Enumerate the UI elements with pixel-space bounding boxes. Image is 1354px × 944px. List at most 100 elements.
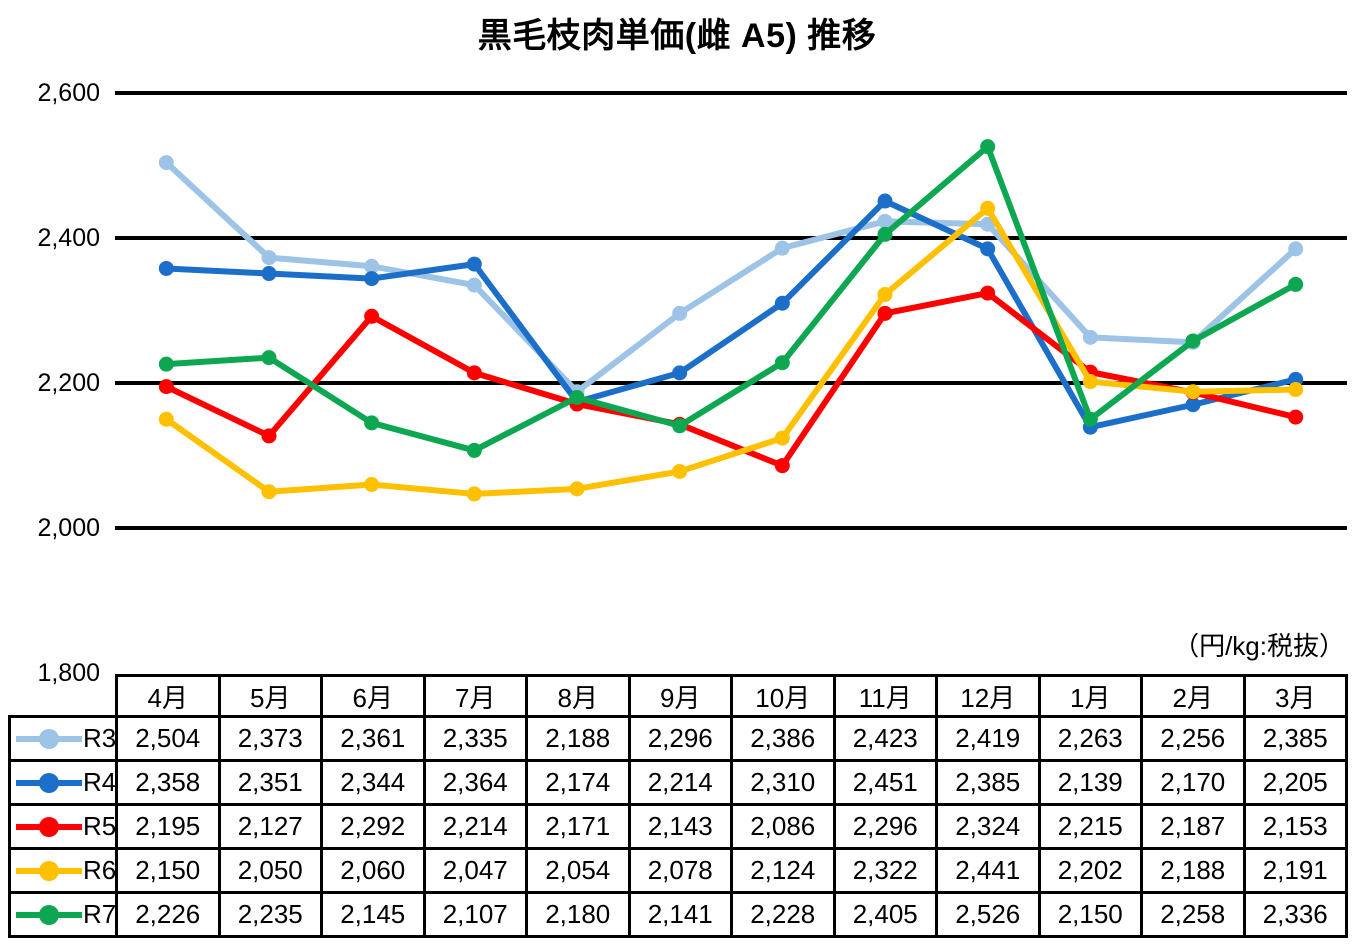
value-cell-R4: 2,174 — [525, 759, 631, 806]
value-cell-R4: 2,344 — [320, 759, 426, 806]
value-cell-R4: 2,310 — [730, 759, 836, 806]
data-point-R4 — [1185, 397, 1201, 413]
data-point-R5 — [1288, 409, 1304, 425]
column-header-month: 2月 — [1140, 674, 1246, 718]
value-cell-R3: 2,419 — [935, 715, 1041, 762]
column-header-month: 1月 — [1037, 674, 1143, 718]
value-cell-R7: 2,526 — [935, 891, 1041, 938]
data-point-R6 — [672, 463, 688, 479]
column-header-month: 6月 — [320, 674, 426, 718]
y-axis-label: 2,000 — [37, 514, 100, 542]
legend-cell-R6: R6 — [8, 847, 118, 894]
value-cell-R5: 2,324 — [935, 803, 1041, 850]
column-header-month: 9月 — [627, 674, 733, 718]
table-row-R7: R7 2,226 2,235 2,145 2,107 2,180 2,141 2,228 2,4… — [8, 891, 1348, 938]
data-table: 4月 5月 6月 7月 8月 9月 10月 11月 12月 1月 2月 3月 R3 2,504 2,373… — [8, 674, 1348, 938]
data-point-R7 — [1288, 276, 1304, 292]
value-cell-R3: 2,386 — [730, 715, 836, 762]
column-header-month: 5月 — [217, 674, 323, 718]
value-cell-R6: 2,047 — [422, 847, 528, 894]
value-cell-R3: 2,188 — [525, 715, 631, 762]
data-point-R6 — [158, 411, 174, 427]
column-header-month: 8月 — [525, 674, 631, 718]
value-cell-R6: 2,202 — [1037, 847, 1143, 894]
value-cell-R7: 2,145 — [320, 891, 426, 938]
value-cell-R7: 2,107 — [422, 891, 528, 938]
table-corner-cell — [10, 676, 117, 717]
series-name-label: R3 — [83, 723, 117, 753]
line-chart — [115, 91, 1347, 530]
value-cell-R4: 2,205 — [1242, 759, 1348, 806]
table-row-R3: R3 2,504 2,373 2,361 2,335 2,188 2,296 2,386 2,4… — [8, 715, 1348, 762]
value-cell-R6: 2,078 — [627, 847, 733, 894]
data-point-R6 — [261, 484, 277, 500]
value-cell-R5: 2,171 — [525, 803, 631, 850]
y-axis-label: 1,800 — [37, 659, 100, 687]
value-cell-R6: 2,188 — [1140, 847, 1246, 894]
chart-title: 黒毛枝肉単価(雌 A5) 推移 — [477, 17, 877, 55]
column-header-month: 10月 — [730, 674, 836, 718]
value-cell-R7: 2,141 — [627, 891, 733, 938]
value-cell-R7: 2,226 — [115, 891, 221, 938]
value-cell-R6: 2,150 — [115, 847, 221, 894]
value-cell-R3: 2,256 — [1140, 715, 1246, 762]
data-point-R6 — [1082, 374, 1098, 390]
value-cell-R3: 2,263 — [1037, 715, 1143, 762]
series-line-R4 — [163, 198, 1299, 431]
value-cell-R5: 2,086 — [730, 803, 836, 850]
data-point-R6 — [466, 486, 482, 502]
data-point-R5 — [158, 379, 174, 395]
value-cell-R3: 2,335 — [422, 715, 528, 762]
data-point-R7 — [1185, 333, 1201, 349]
legend-cell-R5: R5 — [8, 803, 118, 850]
data-point-R6 — [980, 200, 996, 216]
data-point-R5 — [466, 365, 482, 381]
series-name-label: R7 — [83, 899, 117, 929]
data-point-R7 — [364, 415, 380, 431]
legend-key-marker — [39, 772, 59, 793]
data-point-R3 — [158, 155, 174, 171]
data-point-R6 — [877, 287, 893, 303]
legend-key-marker — [39, 860, 59, 881]
data-point-R5 — [774, 458, 790, 474]
legend-key-marker — [39, 728, 59, 749]
y-axis-label: 2,200 — [37, 369, 100, 397]
table-row-R6: R6 2,150 2,050 2,060 2,047 2,054 2,078 2,124 2,3… — [8, 847, 1348, 894]
data-point-R7 — [261, 350, 277, 366]
legend-cell-R4: R4 — [8, 759, 118, 806]
value-cell-R3: 2,373 — [217, 715, 323, 762]
value-cell-R7: 2,336 — [1242, 891, 1348, 938]
value-cell-R4: 2,451 — [832, 759, 938, 806]
data-point-R7 — [877, 226, 893, 242]
series-name-label: R4 — [83, 767, 117, 797]
data-point-R6 — [1288, 382, 1304, 398]
value-cell-R3: 2,296 — [627, 715, 733, 762]
data-point-R7 — [1082, 411, 1098, 427]
value-cell-R3: 2,504 — [115, 715, 221, 762]
data-point-R3 — [1288, 241, 1304, 257]
series-line-R6 — [163, 205, 1299, 497]
data-point-R3 — [774, 240, 790, 256]
value-cell-R6: 2,441 — [935, 847, 1041, 894]
column-header-month: 3月 — [1242, 674, 1348, 718]
table-row-R5: R5 2,195 2,127 2,292 2,214 2,171 2,143 2,086 2,2… — [8, 803, 1348, 850]
data-point-R4 — [261, 266, 277, 282]
value-cell-R3: 2,385 — [1242, 715, 1348, 762]
series-name-label: R6 — [83, 855, 117, 885]
value-cell-R4: 2,214 — [627, 759, 733, 806]
data-point-R6 — [364, 477, 380, 492]
data-point-R3 — [877, 213, 893, 229]
value-cell-R6: 2,124 — [730, 847, 836, 894]
data-point-R3 — [1082, 329, 1098, 345]
value-cell-R6: 2,060 — [320, 847, 426, 894]
column-header-month: 11月 — [832, 674, 938, 718]
value-cell-R5: 2,187 — [1140, 803, 1246, 850]
data-point-R4 — [774, 295, 790, 311]
data-point-R3 — [466, 277, 482, 293]
series-line-R5 — [163, 290, 1299, 469]
value-cell-R5: 2,214 — [422, 803, 528, 850]
data-point-R4 — [364, 271, 380, 287]
data-point-R5 — [980, 285, 996, 301]
data-point-R6 — [569, 481, 585, 497]
